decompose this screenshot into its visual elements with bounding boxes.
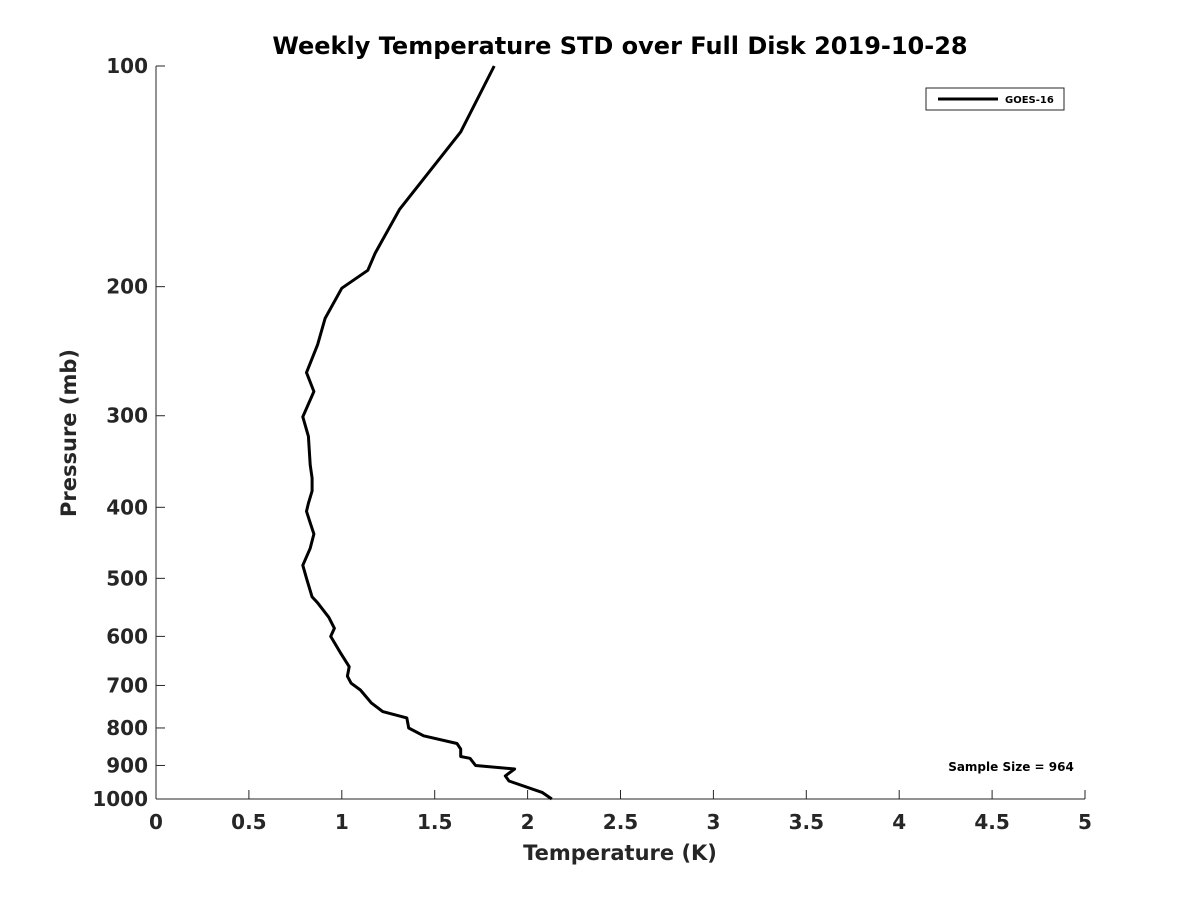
x-axis-ticks: 0 0.5 1 1.5 2 2.5 3 3.5 4 4.5 5 [149,790,1092,834]
y-tick-label: 100 [106,54,148,78]
x-tick-label: 5 [1078,810,1092,834]
x-tick-label: 1 [335,810,349,834]
y-tick-label: 500 [106,566,148,590]
x-tick-label: 1.5 [417,810,452,834]
y-tick-label: 200 [106,275,148,299]
y-tick-label: 1000 [92,787,148,811]
series-line-goes-16 [301,65,553,801]
series-group [301,65,553,801]
legend: GOES-16 [925,87,1065,111]
x-axis-label: Temperature (K) [523,841,717,865]
legend-label-goes-16: GOES-16 [1005,95,1054,106]
y-axis-ticks: 100 200 300 400 500 600 700 800 900 1000 [92,54,165,811]
sample-size-annotation: Sample Size = 964 [948,760,1074,774]
x-tick-label: 4 [892,810,906,834]
chart-title: Weekly Temperature STD over Full Disk 20… [272,32,967,60]
y-tick-label: 400 [106,495,148,519]
x-tick-label: 3 [706,810,720,834]
x-tick-label: 0.5 [231,810,266,834]
y-axis-label: Pressure (mb) [57,349,81,517]
y-tick-label: 700 [106,673,148,697]
y-tick-label: 600 [106,624,148,648]
x-tick-label: 2 [521,810,535,834]
x-tick-label: 2.5 [603,810,638,834]
y-tick-label: 900 [106,753,148,777]
x-tick-label: 0 [149,810,163,834]
y-tick-label: 300 [106,404,148,428]
y-tick-label: 800 [106,716,148,740]
x-tick-label: 4.5 [974,810,1009,834]
x-tick-label: 3.5 [789,810,824,834]
